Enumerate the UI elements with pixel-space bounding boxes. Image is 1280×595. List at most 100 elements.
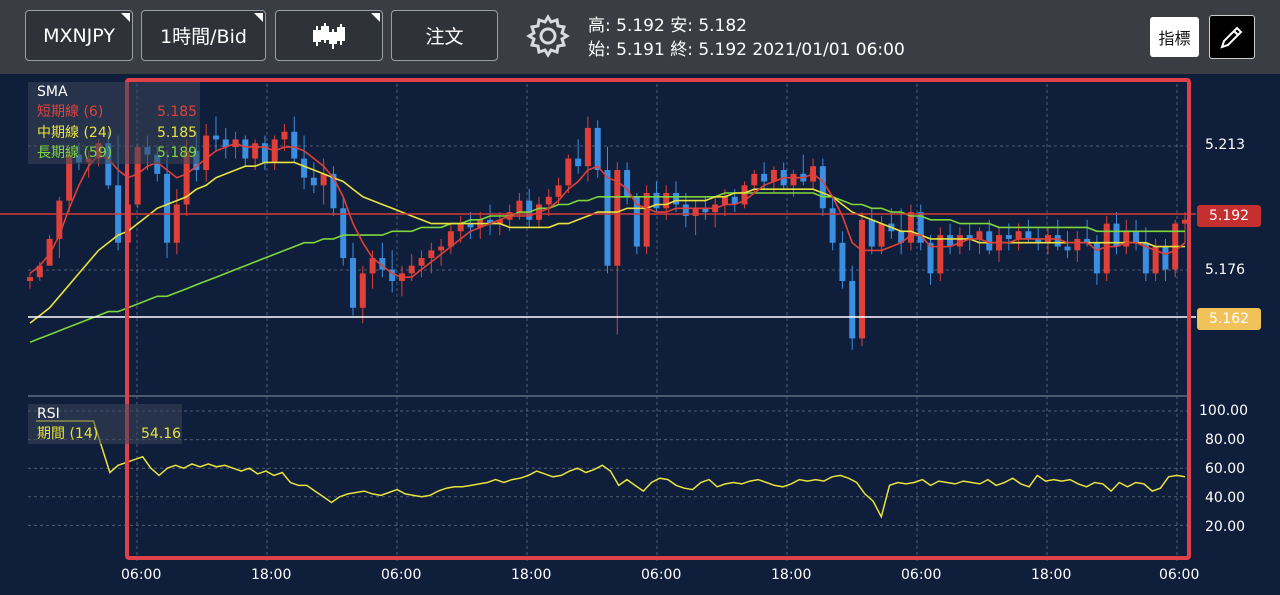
candle-body xyxy=(917,212,924,243)
timeframe-selector[interactable]: 1時間/Bid xyxy=(141,10,266,61)
candle-body xyxy=(1054,235,1061,247)
candle-body xyxy=(46,238,53,266)
candle-body xyxy=(487,219,494,224)
candle-body xyxy=(340,208,347,259)
candle-body xyxy=(829,208,836,243)
candle-body xyxy=(447,231,454,247)
time-tick: 06:00 xyxy=(381,567,422,583)
sma-short-line xyxy=(29,142,1186,278)
candle-body xyxy=(36,265,43,278)
candle-body xyxy=(907,212,914,243)
candle-body xyxy=(1133,231,1140,243)
chart-background xyxy=(0,74,1280,595)
candle-body xyxy=(878,223,885,247)
indicator-label: 指標 xyxy=(1158,29,1191,48)
candle-body xyxy=(565,158,572,186)
candle-body xyxy=(633,196,640,247)
candle-body xyxy=(976,231,983,239)
draw-button[interactable] xyxy=(1209,15,1255,59)
candle-body xyxy=(164,173,171,243)
candle-body xyxy=(428,250,435,259)
candle-body xyxy=(56,200,63,239)
candle-body xyxy=(242,139,249,159)
candle-body xyxy=(868,219,875,247)
time-tick: 18:00 xyxy=(511,567,552,583)
candle-body xyxy=(369,258,376,274)
candle-body xyxy=(516,200,523,213)
symbol-selector[interactable]: MXNJPY xyxy=(25,10,133,61)
candle-body xyxy=(252,143,259,159)
rsi-tick: 60.00 xyxy=(1205,461,1246,477)
dropdown-corner-icon xyxy=(121,13,130,22)
rsi-tick: 40.00 xyxy=(1205,490,1246,506)
candle-body xyxy=(839,242,846,282)
candle-body xyxy=(320,173,327,186)
candle-body xyxy=(956,235,963,247)
order-label: 注文 xyxy=(425,26,464,48)
current-price-tag: 5.192 xyxy=(1197,205,1261,227)
candlestick-icon xyxy=(313,22,345,49)
price-lines xyxy=(0,213,1196,318)
candle-body xyxy=(555,185,562,197)
candle-body xyxy=(1005,235,1012,239)
candle-body xyxy=(594,127,601,171)
candle-body xyxy=(986,231,993,251)
dropdown-corner-icon xyxy=(371,13,380,22)
candle-body xyxy=(526,200,533,220)
sma-short-value: 5.185 xyxy=(157,104,198,120)
sma-long-label: 長期線 (59) xyxy=(37,145,113,161)
candle-body xyxy=(1162,246,1169,270)
candle-body xyxy=(222,139,229,148)
order-button[interactable]: 注文 xyxy=(391,10,498,61)
candle-body xyxy=(682,204,689,216)
price-line-tag: 5.162 xyxy=(1197,308,1261,330)
candle-body xyxy=(418,258,425,266)
candle-body xyxy=(1074,238,1081,251)
candle-body xyxy=(947,235,954,247)
candle-body xyxy=(819,166,826,209)
candle-body xyxy=(702,208,709,213)
candle-body xyxy=(790,173,797,186)
ohlc-line-high-low: 高: 5.192 安: 5.182 xyxy=(588,16,748,36)
candle-body xyxy=(105,143,112,186)
candle-body xyxy=(584,127,591,167)
candle-body xyxy=(301,158,308,178)
candle-body xyxy=(408,265,415,274)
gear-icon[interactable] xyxy=(526,14,570,58)
indicator-button[interactable]: 指標 xyxy=(1150,17,1199,57)
pencil-icon xyxy=(1220,26,1243,49)
candle-body xyxy=(212,135,219,140)
highlight-frame xyxy=(125,78,1191,560)
candle-body xyxy=(1152,246,1159,274)
rsi-tick: 80.00 xyxy=(1205,432,1246,448)
candle-body xyxy=(937,235,944,274)
candle-body xyxy=(604,170,611,266)
candle-body xyxy=(858,219,865,339)
candle-body xyxy=(1093,242,1100,274)
rsi-legend-title: RSI xyxy=(37,406,60,422)
chart-canvas[interactable] xyxy=(0,74,1280,595)
candle-body xyxy=(261,143,268,163)
candle-body xyxy=(770,170,777,182)
sma-long-value: 5.189 xyxy=(157,145,198,161)
candle-body xyxy=(467,223,474,228)
price-tick: 5.176 xyxy=(1205,262,1246,278)
rsi-tick: 20.00 xyxy=(1205,519,1246,535)
sma-mid-label: 中期線 (24) xyxy=(37,125,113,141)
candle-body xyxy=(281,131,288,140)
candle-body xyxy=(66,154,73,201)
toolbar: MXNJPY 1時間/Bid 注文 高: 5.192 安: 5.182 始: 5… xyxy=(0,0,1280,74)
rsi-tick: 100.00 xyxy=(1199,403,1248,419)
rsi-polyline xyxy=(36,420,1186,519)
candle-body xyxy=(575,158,582,167)
chart-type-selector[interactable] xyxy=(275,10,383,61)
time-tick: 06:00 xyxy=(1159,567,1200,583)
candle-body xyxy=(761,173,768,182)
candle-body xyxy=(1084,238,1091,243)
sma-lines xyxy=(29,142,1186,343)
candle-body xyxy=(379,258,386,270)
candle-body xyxy=(721,196,728,205)
rsi-period-label: 期間 (14) xyxy=(37,426,99,442)
candle-body xyxy=(741,185,748,205)
time-tick: 18:00 xyxy=(1031,567,1072,583)
